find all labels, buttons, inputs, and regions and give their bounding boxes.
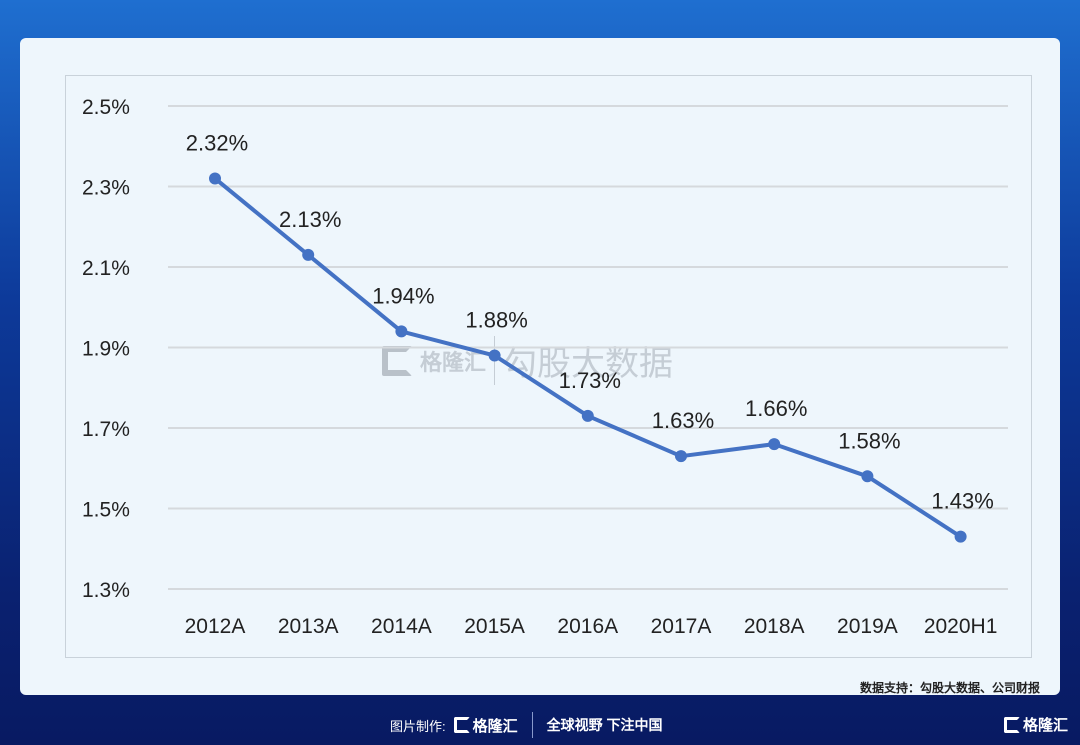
x-tick-label: 2015A xyxy=(464,615,525,638)
footer-brand: 格隆汇 xyxy=(472,717,518,735)
gelonghui-logo-icon xyxy=(1003,716,1020,733)
y-tick-label: 1.5% xyxy=(82,499,130,522)
x-tick-label: 2013A xyxy=(278,615,339,638)
corner-logo: 格隆汇 xyxy=(1003,714,1068,735)
x-tick-label: 2012A xyxy=(185,615,246,638)
watermark-product: 勾股大数据 xyxy=(494,336,673,385)
data-point xyxy=(768,438,781,451)
footer: 图片制作: 格隆汇 全球视野 下注中国 xyxy=(390,712,663,738)
x-tick-label: 2016A xyxy=(557,615,618,638)
data-label: 1.58% xyxy=(838,428,900,453)
y-tick-label: 2.5% xyxy=(82,96,130,119)
made-by-label: 图片制作: xyxy=(390,718,446,734)
data-point xyxy=(675,450,687,463)
data-point xyxy=(861,470,874,483)
data-label: 1.88% xyxy=(465,308,527,333)
divider xyxy=(531,712,533,738)
data-label: 1.63% xyxy=(652,408,714,433)
y-tick-label: 1.9% xyxy=(82,338,130,361)
y-tick-label: 2.1% xyxy=(82,257,130,280)
footer-logo: 格隆汇 xyxy=(453,715,518,736)
data-label: 1.66% xyxy=(745,396,807,421)
y-tick-label: 1.7% xyxy=(82,418,130,441)
chart-card xyxy=(20,38,1060,695)
data-point xyxy=(954,530,967,543)
data-point xyxy=(581,409,594,422)
x-tick-label: 2018A xyxy=(744,615,805,638)
data-label: 1.73% xyxy=(559,368,621,393)
data-point xyxy=(302,248,315,261)
data-label: 1.43% xyxy=(931,489,993,514)
x-tick-label: 2019A xyxy=(837,615,898,638)
x-tick-label: 2017A xyxy=(651,615,712,638)
slogan: 全球视野 下注中国 xyxy=(546,717,663,733)
watermark-brand: 格隆汇 xyxy=(420,349,487,375)
gelonghui-logo-icon xyxy=(453,717,470,733)
data-point xyxy=(209,172,221,185)
corner-brand: 格隆汇 xyxy=(1022,717,1068,734)
y-tick-label: 1.3% xyxy=(82,579,130,602)
data-point xyxy=(488,349,501,362)
chart-frame xyxy=(65,75,1032,658)
data-label: 2.13% xyxy=(279,207,341,232)
y-tick-label: 2.3% xyxy=(82,177,130,200)
x-tick-label: 2014A xyxy=(371,615,432,638)
data-point xyxy=(395,325,408,338)
data-label: 1.94% xyxy=(372,283,434,308)
series-line xyxy=(213,176,962,539)
source-note: 数据支持：勾股大数据、公司财报 xyxy=(859,681,1040,695)
data-label: 2.32% xyxy=(186,130,248,155)
x-tick-label: 2020H1 xyxy=(924,615,998,638)
